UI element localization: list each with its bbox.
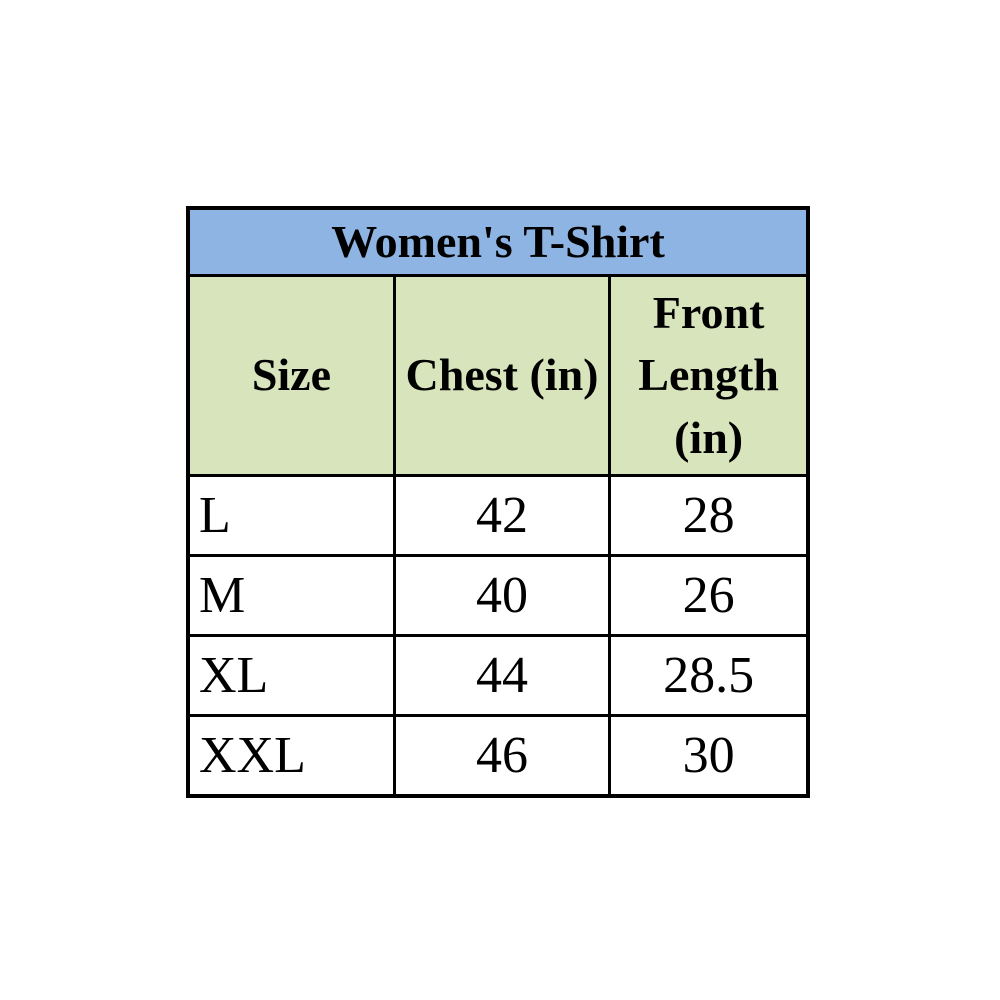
size-cell: L: [186, 474, 396, 557]
chest-cell: 44: [392, 634, 612, 717]
front-length-cell: 28: [608, 474, 810, 557]
table-title-row: Women's T-Shirt: [186, 206, 810, 277]
size-cell: XXL: [186, 714, 396, 798]
chest-cell: 40: [392, 554, 612, 637]
table-row: L 42 28: [186, 474, 810, 557]
table-row: XL 44 28.5: [186, 634, 810, 717]
column-header-size: Size: [186, 274, 396, 477]
size-cell: M: [186, 554, 396, 637]
chest-cell: 46: [392, 714, 612, 798]
front-length-cell: 26: [608, 554, 810, 637]
table-row: M 40 26: [186, 554, 810, 637]
front-length-cell: 28.5: [608, 634, 810, 717]
column-header-chest: Chest (in): [392, 274, 612, 477]
front-length-cell: 30: [608, 714, 810, 798]
size-chart-table: Women's T-Shirt Size Chest (in) Front Le…: [186, 206, 810, 798]
column-header-front-length: Front Length (in): [608, 274, 810, 477]
table-header-row: Size Chest (in) Front Length (in): [186, 274, 810, 477]
size-chart: Women's T-Shirt Size Chest (in) Front Le…: [186, 206, 810, 798]
chest-cell: 42: [392, 474, 612, 557]
table-title: Women's T-Shirt: [186, 206, 810, 277]
size-cell: XL: [186, 634, 396, 717]
table-row: XXL 46 30: [186, 714, 810, 798]
